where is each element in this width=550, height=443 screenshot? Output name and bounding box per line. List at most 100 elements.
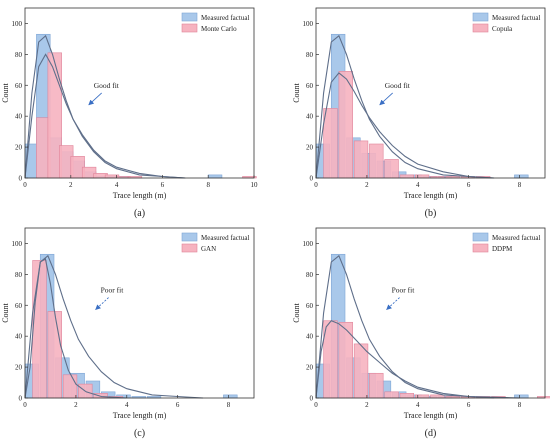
y-tick-label: 40	[15, 113, 23, 121]
panel-label: (c)	[134, 428, 145, 439]
bar-model	[384, 391, 399, 399]
bar-model	[399, 174, 415, 179]
y-tick-label: 100	[303, 20, 314, 28]
fit-curve-2	[315, 320, 520, 399]
y-tick-label: 40	[306, 113, 314, 121]
legend-swatch	[472, 12, 489, 22]
legend-swatch	[472, 23, 489, 33]
fit-curve-1	[315, 254, 495, 399]
y-tick-label: 80	[15, 271, 23, 279]
legend-swatch	[181, 243, 198, 253]
bar-model	[353, 140, 369, 179]
legend-label: DDPM	[492, 245, 513, 253]
fit-curve-2	[315, 72, 495, 179]
y-tick-label: 40	[15, 333, 23, 341]
x-tick-label: 8	[518, 181, 522, 189]
x-tick-label: 6	[467, 401, 471, 409]
legend-swatch	[181, 23, 198, 33]
y-axis-title: Count	[1, 82, 10, 102]
x-tick-label: 4	[416, 401, 420, 409]
fit-annotation: Poor fit	[101, 286, 125, 295]
legend: Measured factual DDPM	[472, 232, 540, 253]
fit-annotation: Good fit	[94, 81, 120, 90]
legend: Measured factual GAN	[181, 232, 249, 253]
panel-label: (a)	[134, 208, 145, 219]
bar-model	[338, 71, 353, 179]
plot-frame	[315, 227, 546, 399]
y-tick-label: 60	[15, 82, 23, 90]
legend-swatch	[181, 12, 198, 22]
legend-label: Monte Carlo	[201, 25, 237, 33]
bar-model	[384, 159, 399, 179]
x-axis-title: Trace length (m)	[404, 411, 458, 420]
legend: Measured factual Monte Carlo	[181, 12, 249, 33]
bar-model	[47, 311, 62, 399]
plot-frame	[24, 227, 255, 399]
panel-label: (d)	[425, 428, 437, 439]
bar-model	[414, 394, 430, 399]
x-tick-label: 2	[365, 401, 369, 409]
y-tick-label: 20	[15, 364, 23, 372]
panel-label: (b)	[425, 208, 437, 219]
y-tick-label: 80	[15, 51, 23, 59]
bar-model	[32, 260, 47, 399]
bar-model	[353, 343, 369, 399]
x-tick-label: 2	[69, 181, 73, 189]
y-tick-label: 0	[310, 395, 314, 403]
y-tick-label: 60	[306, 302, 314, 310]
bar-measured	[223, 394, 238, 399]
y-tick-label: 100	[12, 20, 23, 28]
bar-model	[430, 394, 445, 399]
y-tick-label: 20	[306, 364, 314, 372]
y-tick-label: 60	[306, 82, 314, 90]
annotation-arrow	[95, 297, 109, 310]
annotation-arrow	[88, 92, 103, 106]
legend: Measured factual Copula	[472, 12, 540, 33]
legend-swatch	[472, 232, 489, 242]
bar-model	[399, 393, 415, 399]
legend-label: Copula	[492, 25, 513, 33]
fit-curve-1	[315, 34, 495, 179]
x-axis-title: Trace length (m)	[113, 411, 167, 420]
x-tick-label: 0	[23, 181, 27, 189]
bar-model	[414, 174, 430, 179]
x-tick-label: 6	[176, 401, 180, 409]
annotation-arrow	[386, 297, 400, 310]
plot-frame	[24, 7, 255, 179]
bar-model	[93, 393, 108, 399]
x-tick-label: 2	[74, 401, 78, 409]
x-tick-label: 6	[161, 181, 165, 189]
y-tick-label: 0	[19, 175, 23, 183]
y-axis-title: Count	[292, 82, 301, 102]
bar-model	[369, 372, 384, 399]
fit-annotation: Poor fit	[392, 286, 416, 295]
legend-swatch	[181, 232, 198, 242]
x-tick-label: 8	[227, 401, 231, 409]
x-tick-label: 8	[206, 181, 210, 189]
fit-curve-2	[24, 53, 186, 179]
x-axis-title: Trace length (m)	[113, 191, 167, 200]
x-tick-label: 10	[251, 181, 259, 189]
legend-label: Measured factual	[201, 234, 249, 242]
legend-swatch	[472, 243, 489, 253]
y-tick-label: 100	[303, 240, 314, 248]
y-axis-title: Count	[1, 302, 10, 322]
plot-frame	[315, 7, 546, 179]
x-tick-label: 4	[125, 401, 129, 409]
bar-model	[323, 108, 338, 179]
x-tick-label: 2	[365, 181, 369, 189]
y-tick-label: 20	[306, 144, 314, 152]
bar-measured	[514, 174, 529, 179]
x-tick-label: 4	[416, 181, 420, 189]
y-tick-label: 20	[15, 144, 23, 152]
x-tick-label: 0	[23, 401, 27, 409]
bar-model	[323, 320, 338, 399]
legend-label: Measured factual	[492, 14, 540, 22]
x-axis-title: Trace length (m)	[404, 191, 458, 200]
fit-curve-2	[24, 258, 127, 399]
x-tick-label: 0	[314, 401, 318, 409]
bar-model	[369, 143, 384, 179]
